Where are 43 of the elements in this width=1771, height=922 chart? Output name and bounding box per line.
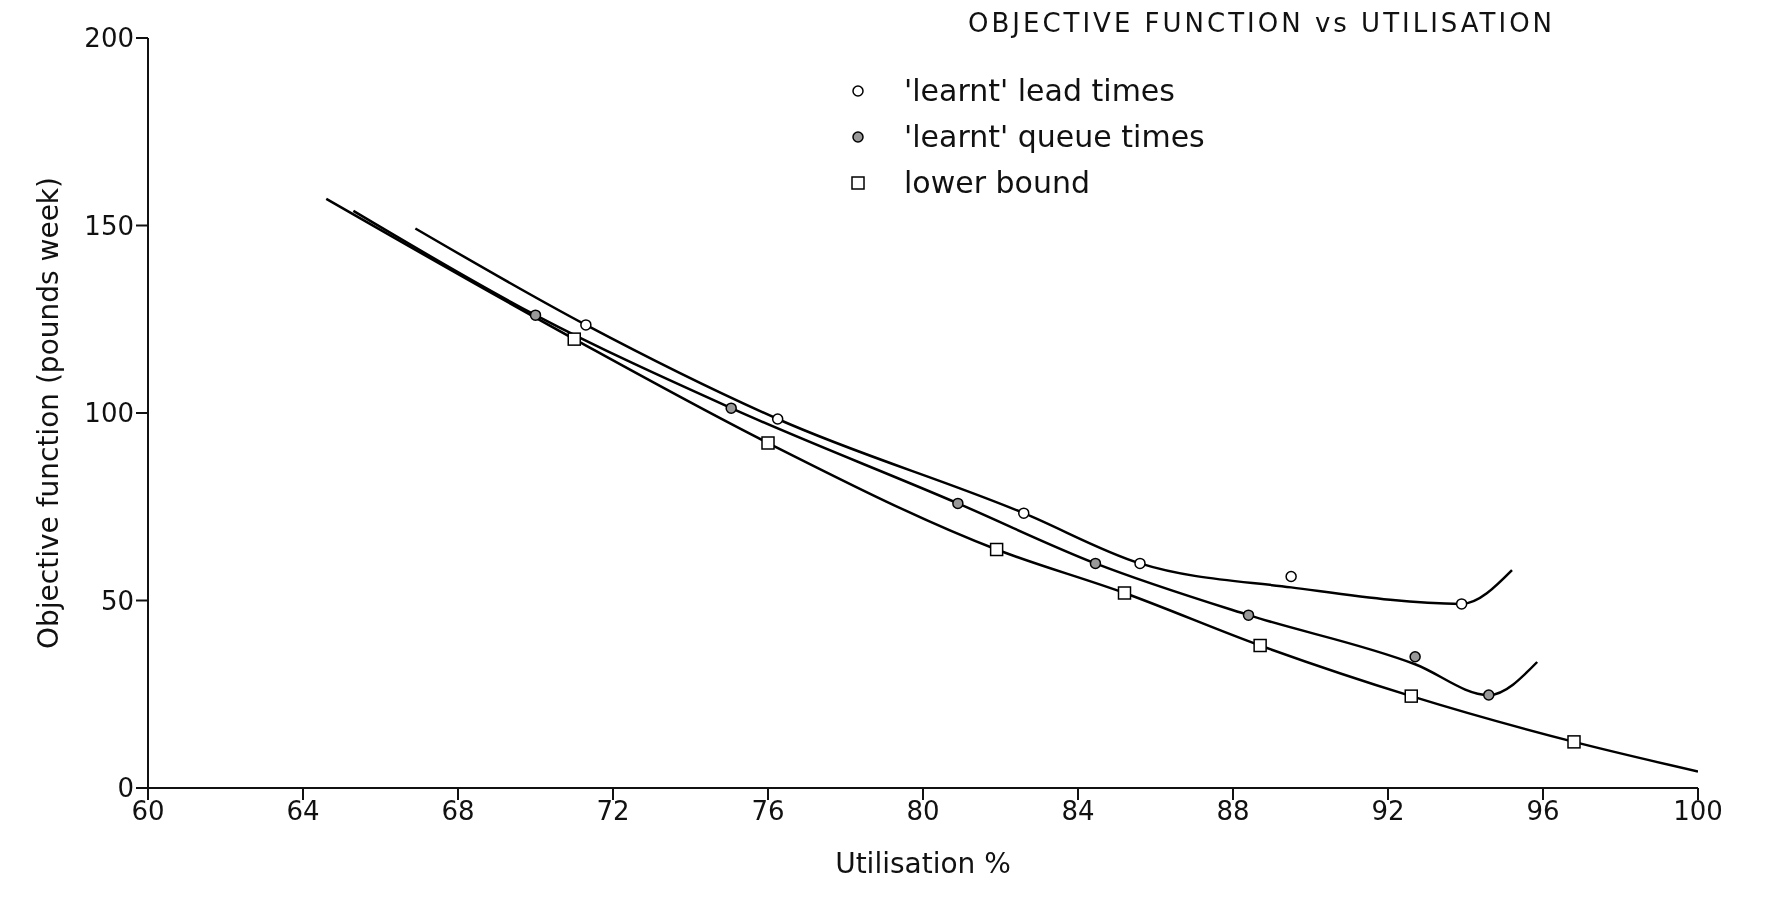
point xyxy=(1117,586,1132,600)
y-tick-label: 150 xyxy=(84,210,134,241)
point xyxy=(1134,557,1146,570)
x-tick-label: 88 xyxy=(1216,796,1250,827)
y-tick-label: 50 xyxy=(100,585,134,616)
point xyxy=(580,319,592,331)
point xyxy=(771,413,784,425)
line-series xyxy=(325,197,1698,773)
x-tick-label: 68 xyxy=(441,796,475,827)
point xyxy=(1242,609,1255,621)
x-tick-label: 92 xyxy=(1371,796,1405,827)
point xyxy=(529,309,542,321)
legend-label: 'learnt' queue times xyxy=(904,118,1205,156)
x-tick-label: 84 xyxy=(1061,796,1095,827)
y-axis-title: Objective function (pounds week) xyxy=(31,176,65,650)
point xyxy=(1483,689,1495,701)
point xyxy=(1253,638,1267,653)
x-tick-label: 60 xyxy=(131,796,165,827)
point xyxy=(725,402,737,414)
point xyxy=(1404,689,1418,703)
point xyxy=(1409,651,1421,663)
point xyxy=(1285,570,1297,583)
y-tick-label: 200 xyxy=(84,23,134,54)
point xyxy=(952,497,964,510)
x-tick-label: 100 xyxy=(1673,796,1723,827)
x-tick-label: 64 xyxy=(286,796,320,827)
y-tick-label: 100 xyxy=(84,398,134,429)
point xyxy=(1089,557,1102,570)
point xyxy=(1567,735,1581,749)
point xyxy=(989,542,1004,557)
x-tick-label: 80 xyxy=(906,796,940,827)
chart-title: OBJECTIVE FUNCTION vs UTILISATION xyxy=(968,8,1556,38)
x-axis-title: Utilisation % xyxy=(835,847,1011,880)
point xyxy=(1455,598,1468,610)
legend-label: lower bound xyxy=(904,164,1091,202)
legend-label: 'learnt' lead times xyxy=(904,72,1175,110)
x-tick-label: 76 xyxy=(751,796,785,827)
point xyxy=(761,436,775,450)
point xyxy=(1018,507,1030,519)
x-tick-label: 72 xyxy=(596,796,630,827)
y-tick-label: 0 xyxy=(117,773,134,804)
x-tick-label: 96 xyxy=(1526,796,1560,827)
point xyxy=(567,332,581,346)
